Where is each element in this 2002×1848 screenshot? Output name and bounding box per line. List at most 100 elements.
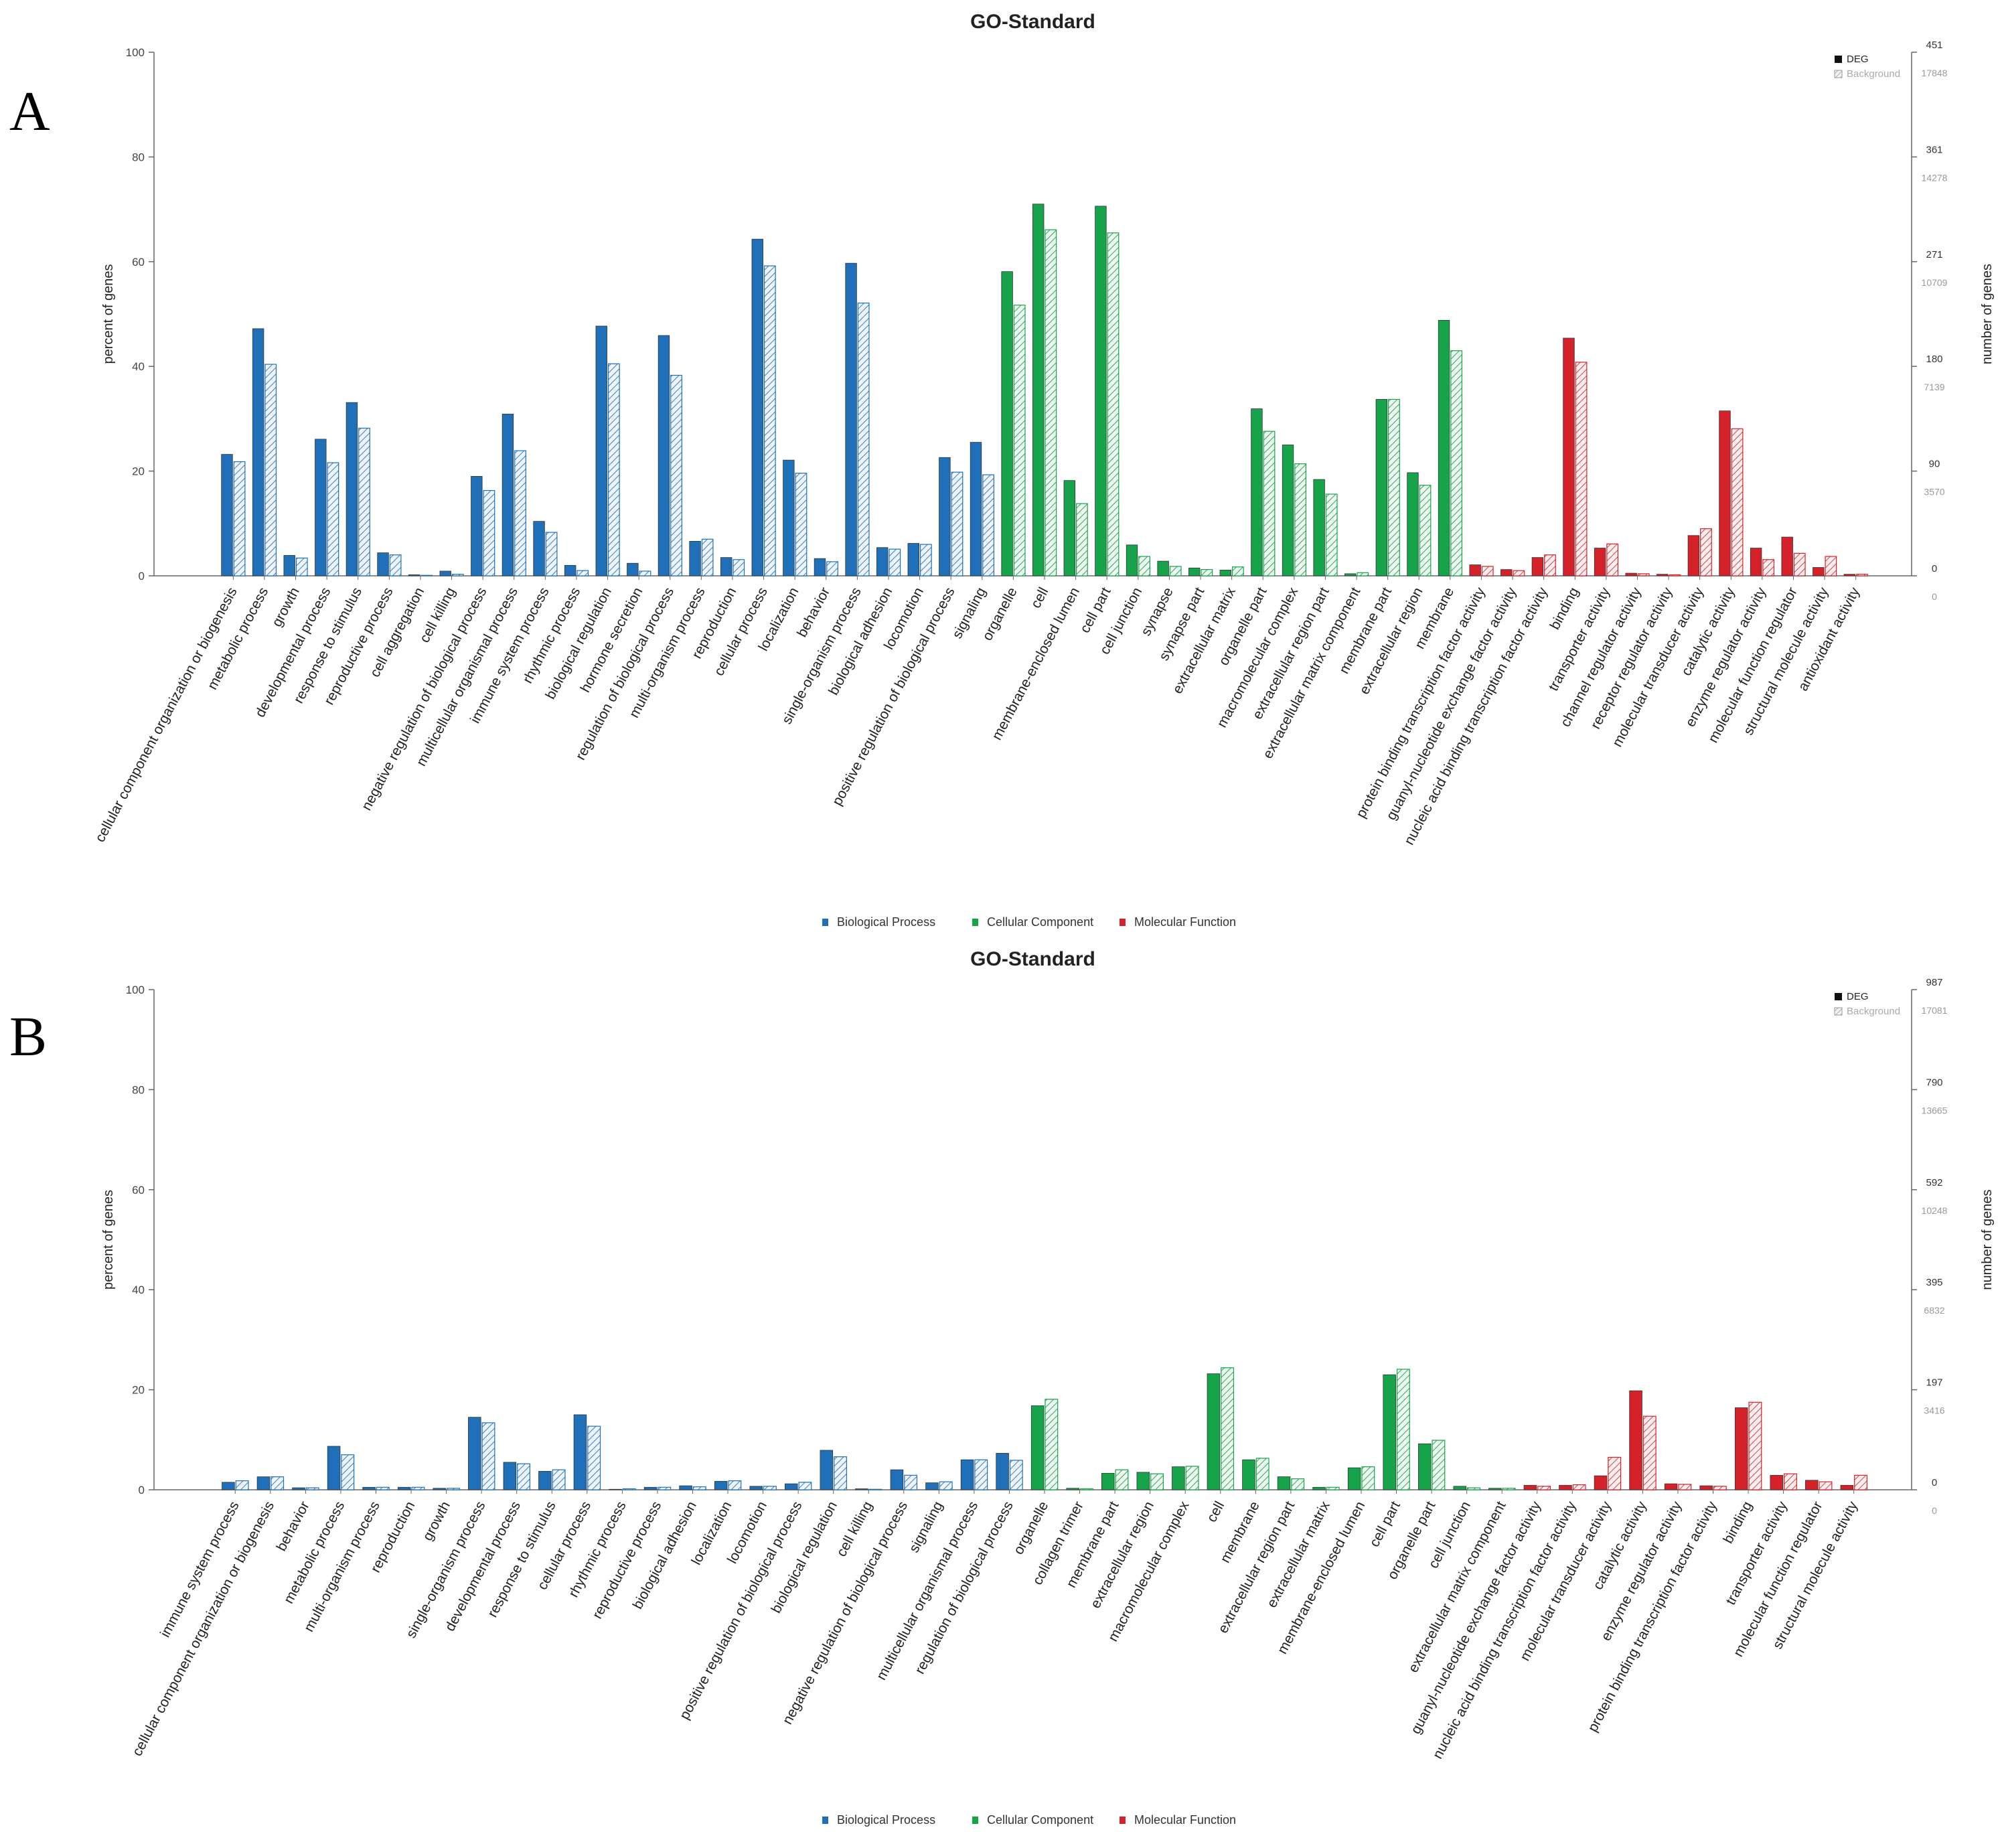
- bar-background: [389, 554, 402, 576]
- y-tick-label: 0: [139, 1484, 145, 1496]
- bar-background: [868, 1488, 882, 1490]
- bar-deg: [1312, 1486, 1326, 1490]
- chart-panel-b: GO-Standard 0 20 40 60 80 100 0 0 197 3416 395 6832 5…: [101, 948, 1995, 1827]
- bar-deg: [433, 1488, 446, 1490]
- bar-background: [1326, 1486, 1340, 1490]
- bar-background: [1388, 398, 1400, 576]
- bar-deg: [814, 558, 826, 576]
- y-tick-label: 20: [132, 1384, 145, 1397]
- right-tick-label-background: 17848: [1922, 68, 1948, 78]
- bar-background: [857, 302, 870, 576]
- bar-deg: [1500, 569, 1513, 576]
- right-tick-label-background: 10248: [1922, 1205, 1948, 1216]
- bar-deg: [970, 442, 982, 576]
- y-tick-label: 0: [139, 570, 145, 583]
- bar-deg: [1282, 445, 1294, 576]
- bar-background: [411, 1486, 425, 1490]
- bar-background: [341, 1454, 355, 1490]
- bar-background: [1221, 1367, 1235, 1490]
- category-legend-label: Molecular Function: [1134, 1813, 1236, 1827]
- right-tick-label-background: 10709: [1922, 277, 1948, 288]
- bar-background: [1544, 554, 1556, 576]
- bar-deg: [595, 325, 607, 576]
- bar-deg: [845, 262, 857, 576]
- bar-background: [1291, 1478, 1305, 1490]
- bar-deg: [1126, 544, 1138, 576]
- bar-background: [1669, 574, 1681, 576]
- bar-deg: [1219, 569, 1232, 576]
- bar-deg: [1770, 1474, 1784, 1490]
- right-tick-label-background: 17081: [1922, 1005, 1948, 1016]
- bar-deg: [1066, 1488, 1079, 1490]
- y-tick-label: 80: [132, 151, 145, 163]
- x-tick-label: cellular component organization or bioge…: [129, 1499, 277, 1759]
- bar-background: [514, 450, 526, 576]
- bar-background: [733, 559, 745, 576]
- x-tick-label: biological adhesion: [630, 1499, 700, 1612]
- bar-deg: [377, 552, 389, 576]
- y-tick-label: 100: [126, 46, 145, 59]
- bar-deg: [292, 1487, 305, 1490]
- bar-background: [904, 1474, 918, 1490]
- bar-deg: [1625, 572, 1637, 576]
- bar-deg: [1001, 271, 1013, 576]
- bar-deg: [502, 413, 514, 576]
- category-legend-swatch: [972, 1817, 978, 1824]
- bar-background: [1201, 569, 1213, 576]
- bar-background: [1263, 431, 1276, 576]
- bar-background: [1325, 493, 1338, 576]
- bar-background: [420, 574, 433, 576]
- category-legend-swatch: [1120, 919, 1126, 926]
- panel-label-a: A: [9, 80, 50, 143]
- bar-background: [1713, 1486, 1727, 1490]
- bar-deg: [714, 1480, 728, 1490]
- bar-background: [1361, 1466, 1375, 1490]
- x-tick-label: binding: [1547, 585, 1582, 633]
- bar-deg: [689, 540, 701, 576]
- bar-background: [1537, 1486, 1551, 1490]
- x-tick-label: cell: [1028, 585, 1051, 611]
- bar-background: [235, 1480, 249, 1490]
- bar-deg: [1750, 548, 1762, 576]
- bar-background: [826, 561, 838, 576]
- bar-background: [1045, 229, 1057, 576]
- bar-background: [607, 363, 620, 576]
- bar-background: [658, 1486, 672, 1490]
- y-tick-label: 80: [132, 1083, 145, 1096]
- bar-deg: [1313, 479, 1325, 576]
- bar-deg: [1594, 1475, 1608, 1490]
- y-axis-label: percent of genes: [101, 264, 116, 364]
- right-tick-label-deg: 197: [1926, 1377, 1942, 1389]
- bar-background: [1467, 1487, 1480, 1490]
- bar-background: [1419, 485, 1432, 576]
- category-legend-label: Biological Process: [837, 915, 935, 929]
- bar-background: [622, 1488, 636, 1490]
- bar-deg: [1664, 1483, 1678, 1490]
- right-tick-label-background: 3416: [1924, 1405, 1944, 1416]
- bar-deg: [1383, 1374, 1396, 1490]
- legend-swatch-background: [1834, 70, 1843, 78]
- bar-deg: [907, 543, 919, 576]
- bar-deg: [1719, 410, 1731, 576]
- bar-deg: [1188, 567, 1201, 576]
- bar-deg: [222, 1482, 235, 1490]
- bar-deg: [1523, 1484, 1537, 1490]
- bar-deg: [538, 1470, 552, 1490]
- right-tick-label-background: 6832: [1924, 1305, 1944, 1316]
- y-tick-label: 60: [132, 1184, 145, 1197]
- bar-background: [1793, 552, 1806, 576]
- bar-background: [264, 364, 277, 576]
- x-tick-label: binding: [1720, 1499, 1755, 1547]
- bar-background: [1642, 1415, 1657, 1490]
- category-legend-label: Molecular Function: [1134, 915, 1236, 929]
- bar-background: [1138, 556, 1150, 576]
- legend-label-background: Background: [1847, 68, 1900, 80]
- bar-background: [1575, 362, 1588, 576]
- bar-background: [1450, 350, 1463, 576]
- bar-deg: [679, 1485, 692, 1490]
- bar-deg: [1813, 567, 1825, 576]
- bar-deg: [1095, 206, 1107, 576]
- bar-background: [1731, 428, 1744, 576]
- bar-background: [483, 489, 495, 576]
- bar-background: [1572, 1484, 1586, 1490]
